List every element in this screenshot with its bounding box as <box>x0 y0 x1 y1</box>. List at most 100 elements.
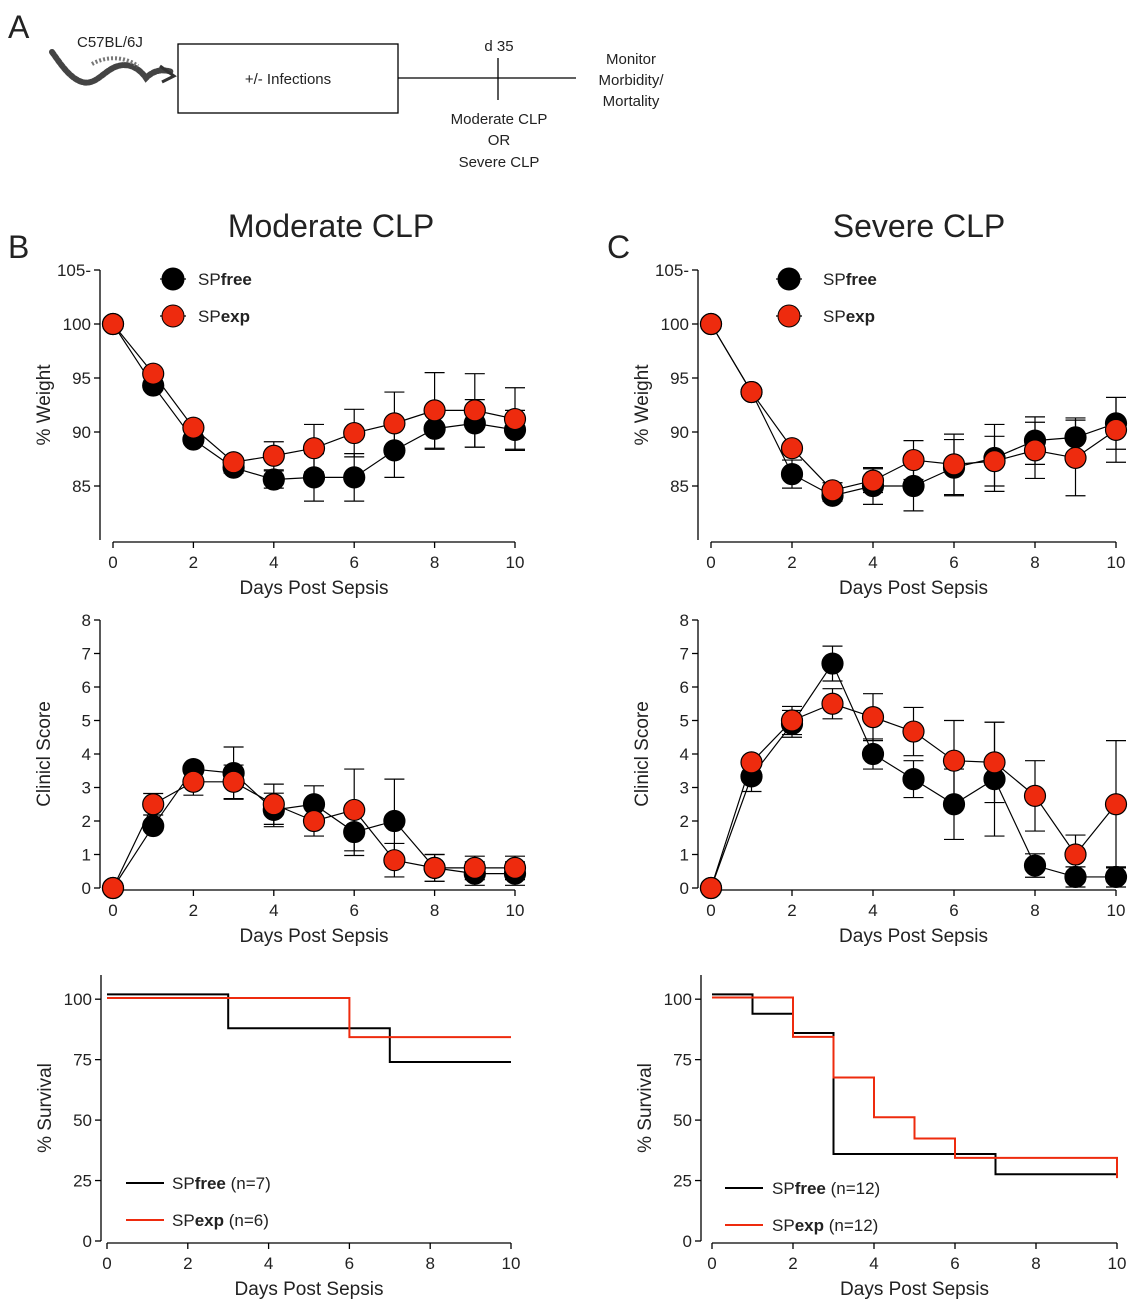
chart-clinic-severe: 0 1 2 3 4 5 6 7 8 0 2 4 6 8 10 Days Post Sepsis Clinicl … <box>632 611 1128 947</box>
x-tick-label: 10 <box>502 1254 521 1273</box>
legend-survival-severe: SPfree (n=12) SPexp (n=12) <box>725 1179 880 1235</box>
y-tick-label: 85 <box>670 477 689 496</box>
data-point <box>423 399 446 422</box>
data-point <box>503 407 527 431</box>
y-tick-label: 4 <box>82 745 91 764</box>
y-tick-label: 100 <box>64 990 92 1009</box>
data-point <box>503 856 527 880</box>
data-point <box>142 362 165 385</box>
x-tick-label: 10 <box>1107 901 1126 920</box>
x-tick-label: 4 <box>868 901 877 920</box>
survival-line <box>712 993 1117 1176</box>
data-point <box>343 466 366 489</box>
x-axis-label: Days Post Sepsis <box>839 578 988 599</box>
legend-label-free: SPfree (n=12) <box>772 1179 880 1198</box>
x-axis-label: Days Post Sepsis <box>240 926 389 947</box>
data-point <box>101 312 125 336</box>
data-point <box>1064 843 1087 866</box>
infection-label: +/- Infections <box>245 71 331 88</box>
data-point <box>302 437 326 460</box>
data-point <box>1064 446 1087 470</box>
data-point <box>1064 865 1087 889</box>
chart-weight-moderate: 85 90 95 100 105- 0 2 4 6 8 10 Days Post Sepsis % We… <box>34 261 527 599</box>
y-axis-label: % Weight <box>632 364 653 446</box>
data-point <box>302 809 326 833</box>
x-tick-label: 6 <box>349 553 358 572</box>
y-axis-label: Clinicl Score <box>34 701 55 807</box>
y-axis-label: Clinicl Score <box>632 701 653 807</box>
x-tick-label: 0 <box>102 1254 111 1273</box>
y-tick-label: 85 <box>72 477 91 496</box>
y-tick-label: 50 <box>673 1111 692 1130</box>
x-tick-label: 4 <box>269 901 278 920</box>
data-point <box>222 770 245 793</box>
data-point <box>343 421 366 445</box>
data-point <box>780 463 804 486</box>
x-tick-label: 0 <box>108 553 117 572</box>
x-tick-label: 8 <box>430 901 439 920</box>
y-tick-label: 90 <box>670 423 689 442</box>
data-point <box>383 809 406 833</box>
y-tick-label: 7 <box>680 645 689 664</box>
legend-label-free: SPfree <box>198 270 252 289</box>
x-axis-label: Days Post Sepsis <box>240 578 389 599</box>
x-tick-label: 8 <box>430 553 439 572</box>
data-point <box>861 742 885 766</box>
y-tick-label: 3 <box>680 779 689 798</box>
legend-marker-free <box>777 267 801 291</box>
data-point <box>902 448 925 472</box>
chart-weight-severe: 85 90 95 100 105- 0 2 4 6 8 10 Days Post Sepsis % We… <box>632 261 1128 599</box>
y-tick-label: 75 <box>673 1051 692 1070</box>
x-tick-label: 8 <box>1030 901 1039 920</box>
y-tick-label: 4 <box>680 745 689 764</box>
data-point <box>780 709 804 732</box>
data-point <box>343 820 366 844</box>
y-tick-label: 105- <box>655 261 689 280</box>
data-point <box>861 469 885 492</box>
y-tick-label: 5 <box>82 712 91 731</box>
data-point <box>861 706 885 729</box>
procedure-line-1: Moderate CLP <box>451 111 548 128</box>
data-point <box>182 416 205 439</box>
chart-clinic-moderate: 0 1 2 3 4 5 6 7 8 0 2 4 6 8 10 Days Post Sepsis Clinicl … <box>34 611 527 947</box>
data-point <box>1023 854 1047 877</box>
data-point <box>463 399 486 422</box>
y-tick-label: 1 <box>82 846 91 865</box>
legend-label-exp: SPexp (n=6) <box>172 1211 269 1230</box>
timepoint-label: d 35 <box>484 38 513 55</box>
data-point <box>821 652 844 675</box>
data-point <box>780 437 804 460</box>
x-tick-label: 0 <box>706 553 715 572</box>
y-axis-label: % Weight <box>34 364 55 446</box>
procedure-line-3: Severe CLP <box>459 154 540 171</box>
y-tick-label: 100 <box>661 315 689 334</box>
survival-line <box>107 996 511 1039</box>
y-tick-label: 25 <box>73 1172 92 1191</box>
x-tick-label: 6 <box>345 1254 354 1273</box>
data-point <box>1064 426 1087 449</box>
y-tick-label: 75 <box>73 1051 92 1070</box>
data-point <box>1023 784 1047 807</box>
monitor-line-2: Morbidity/ <box>598 72 664 89</box>
y-tick-label: 3 <box>82 779 91 798</box>
legend-marker-exp <box>777 304 801 328</box>
mouse-icon <box>49 49 177 86</box>
schematic: C57BL/6J +/- Infections d 35 Moderate CL… <box>49 34 664 171</box>
y-axis-label: % Survival <box>35 1063 56 1153</box>
legend-weight-severe: SPfree SPexp <box>776 267 877 328</box>
panel-letter-c: C <box>607 229 630 265</box>
chart-survival-severe: 0 25 50 75 100 0 2 4 6 8 10 Days Post Sepsis % Survi… <box>635 975 1126 1300</box>
y-tick-label: 2 <box>82 812 91 831</box>
legend-label-exp: SPexp (n=12) <box>772 1216 878 1235</box>
data-point <box>740 380 763 404</box>
data-point <box>902 474 925 498</box>
x-tick-label: 4 <box>869 1254 878 1273</box>
x-axis-label: Days Post Sepsis <box>840 1279 989 1300</box>
y-tick-label: 95 <box>72 369 91 388</box>
y-tick-label: 25 <box>673 1172 692 1191</box>
data-point <box>302 466 326 489</box>
y-tick-label: 7 <box>82 645 91 664</box>
x-tick-label: 6 <box>349 901 358 920</box>
y-tick-label: 0 <box>680 879 689 898</box>
